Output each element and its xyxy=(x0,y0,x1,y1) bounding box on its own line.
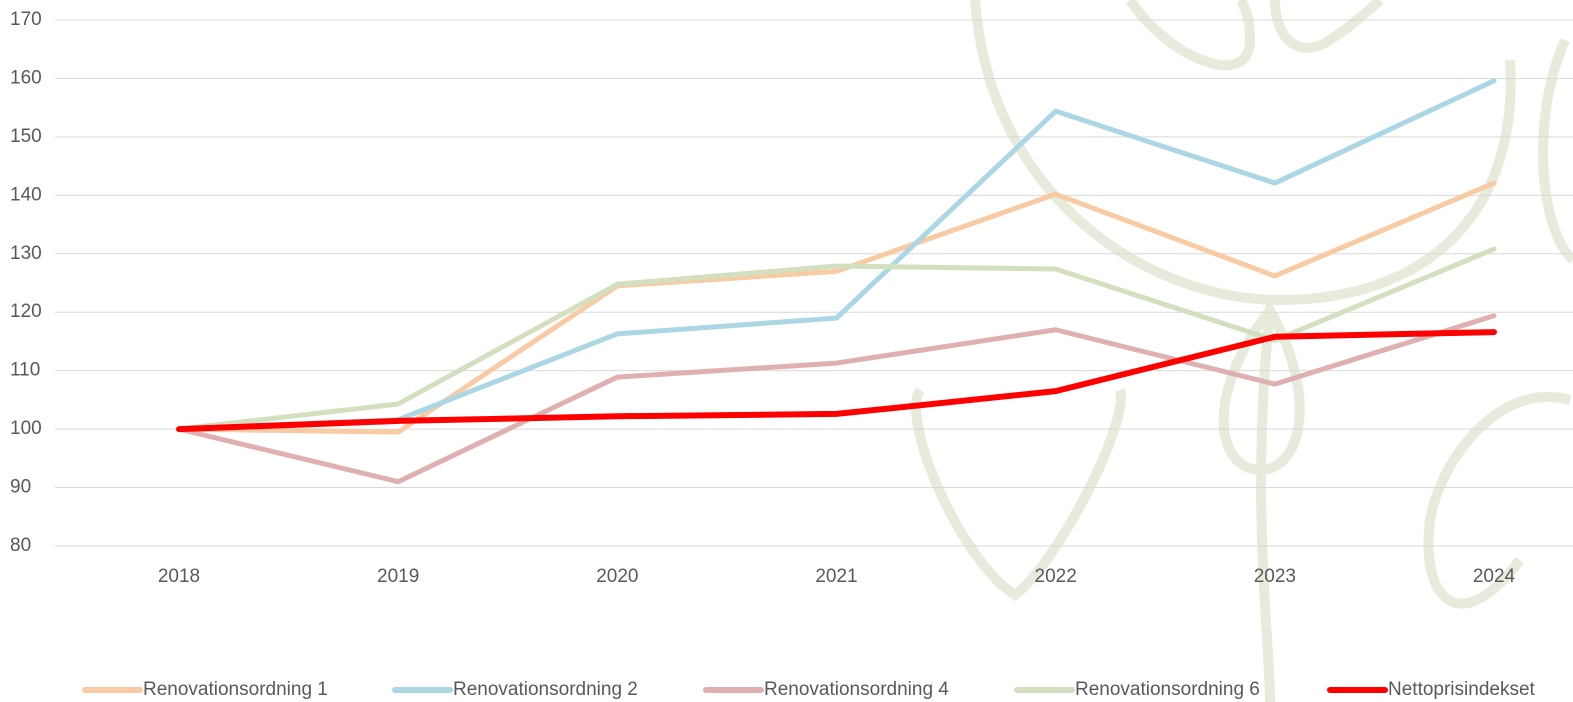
x-tick-label: 2020 xyxy=(596,566,638,587)
y-tick-label: 80 xyxy=(10,535,31,556)
x-tick-label: 2022 xyxy=(1035,566,1077,587)
chart: 80 90 100 110 120 130 140 150 160 170 2018 2019 2020… xyxy=(0,0,1573,702)
x-tick-label: 2021 xyxy=(815,566,857,587)
x-tick-label: 2019 xyxy=(377,566,419,587)
y-tick-label: 100 xyxy=(10,418,42,439)
legend-label: Nettoprisindekset xyxy=(1388,679,1536,700)
y-tick-label: 150 xyxy=(10,126,42,147)
legend-label: Renovationsordning 6 xyxy=(1075,679,1260,700)
background-decoration xyxy=(916,0,1573,702)
y-tick-label: 160 xyxy=(10,67,42,88)
y-tick-label: 170 xyxy=(10,9,42,30)
legend-label: Renovationsordning 2 xyxy=(453,679,638,700)
y-tick-label: 120 xyxy=(10,301,42,322)
y-tick-label: 90 xyxy=(10,477,31,498)
legend-label: Renovationsordning 1 xyxy=(143,679,328,700)
x-tick-label: 2024 xyxy=(1473,566,1516,587)
y-tick-label: 110 xyxy=(10,360,40,381)
legend-label: Renovationsordning 4 xyxy=(764,679,949,700)
y-tick-label: 140 xyxy=(10,184,42,205)
x-tick-label: 2023 xyxy=(1254,566,1296,587)
y-tick-label: 130 xyxy=(10,243,42,264)
x-tick-label: 2018 xyxy=(158,566,200,587)
